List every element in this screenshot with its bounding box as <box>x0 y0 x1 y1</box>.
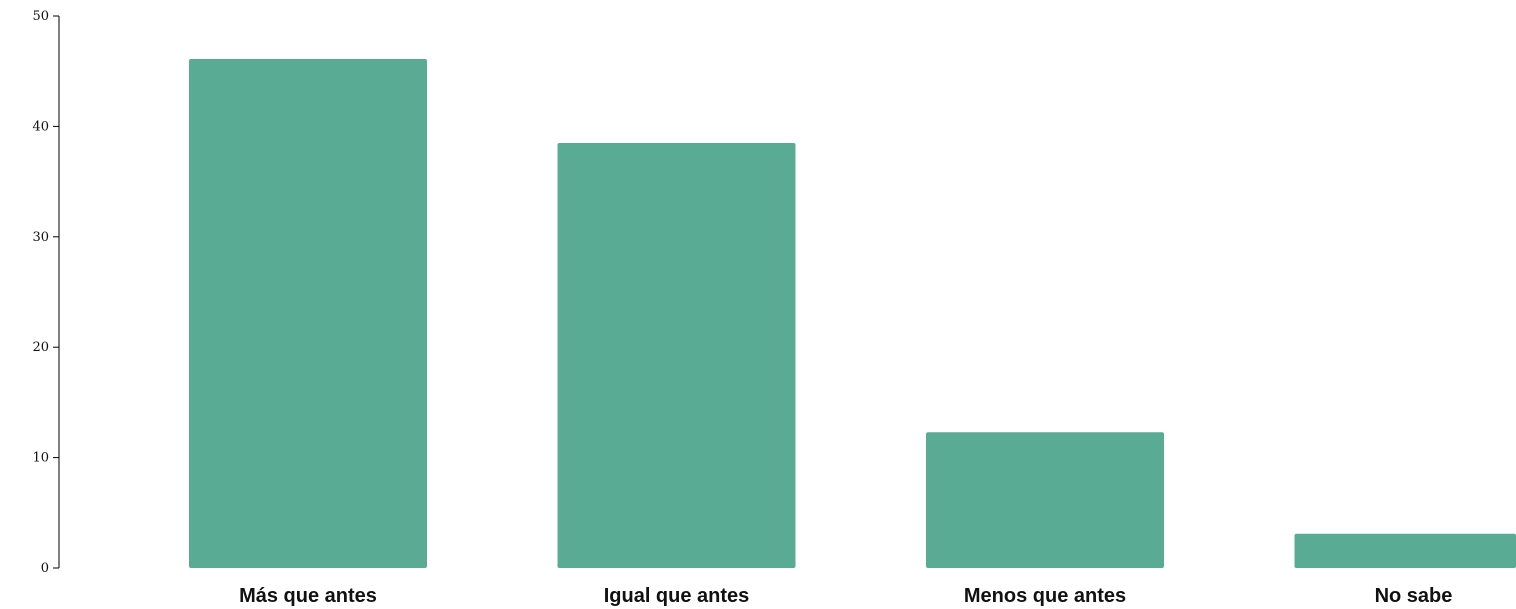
x-category-label: Igual que antes <box>604 585 750 607</box>
x-category-label: No sabe <box>1375 585 1453 607</box>
y-tick-label: 50 <box>32 9 49 24</box>
x-category-label: Más que antes <box>239 585 377 607</box>
bar <box>189 59 427 568</box>
y-tick-label: 0 <box>41 561 49 576</box>
bar <box>926 432 1164 568</box>
x-category-label: Menos que antes <box>964 585 1126 607</box>
y-tick-label: 30 <box>32 230 49 245</box>
y-tick-label: 40 <box>32 119 49 134</box>
bar <box>557 142 796 568</box>
bar <box>1294 533 1516 568</box>
x-axis-labels: Más que antes Igual que antes Menos que an… <box>239 585 1452 607</box>
y-tick-label: 10 <box>32 451 49 466</box>
y-axis: 0 10 20 30 40 50 <box>32 9 60 576</box>
bars <box>189 59 1516 568</box>
y-tick-label: 20 <box>32 340 49 355</box>
